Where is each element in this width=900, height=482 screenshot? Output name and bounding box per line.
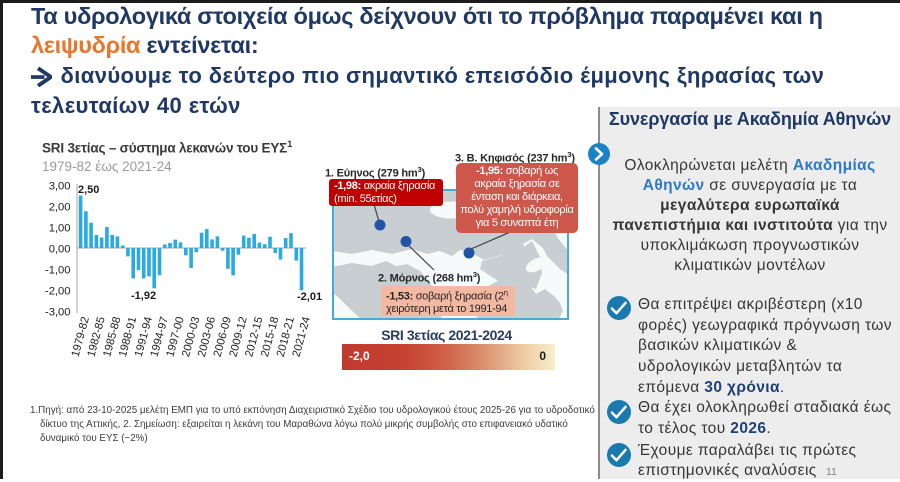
svg-text:-1,00: -1,00 [45, 265, 71, 277]
svg-text:3,00: 3,00 [49, 181, 71, 193]
svg-text:2,50: 2,50 [78, 184, 99, 196]
svg-text:-2,00: -2,00 [45, 286, 71, 298]
svg-text:-3,00: -3,00 [45, 307, 71, 319]
svg-text:1,00: 1,00 [49, 223, 71, 235]
svg-text:0,00: 0,00 [49, 244, 71, 256]
svg-text:-1,92: -1,92 [131, 290, 156, 302]
svg-text:2,00: 2,00 [49, 202, 71, 214]
svg-text:-2,01: -2,01 [297, 291, 322, 303]
